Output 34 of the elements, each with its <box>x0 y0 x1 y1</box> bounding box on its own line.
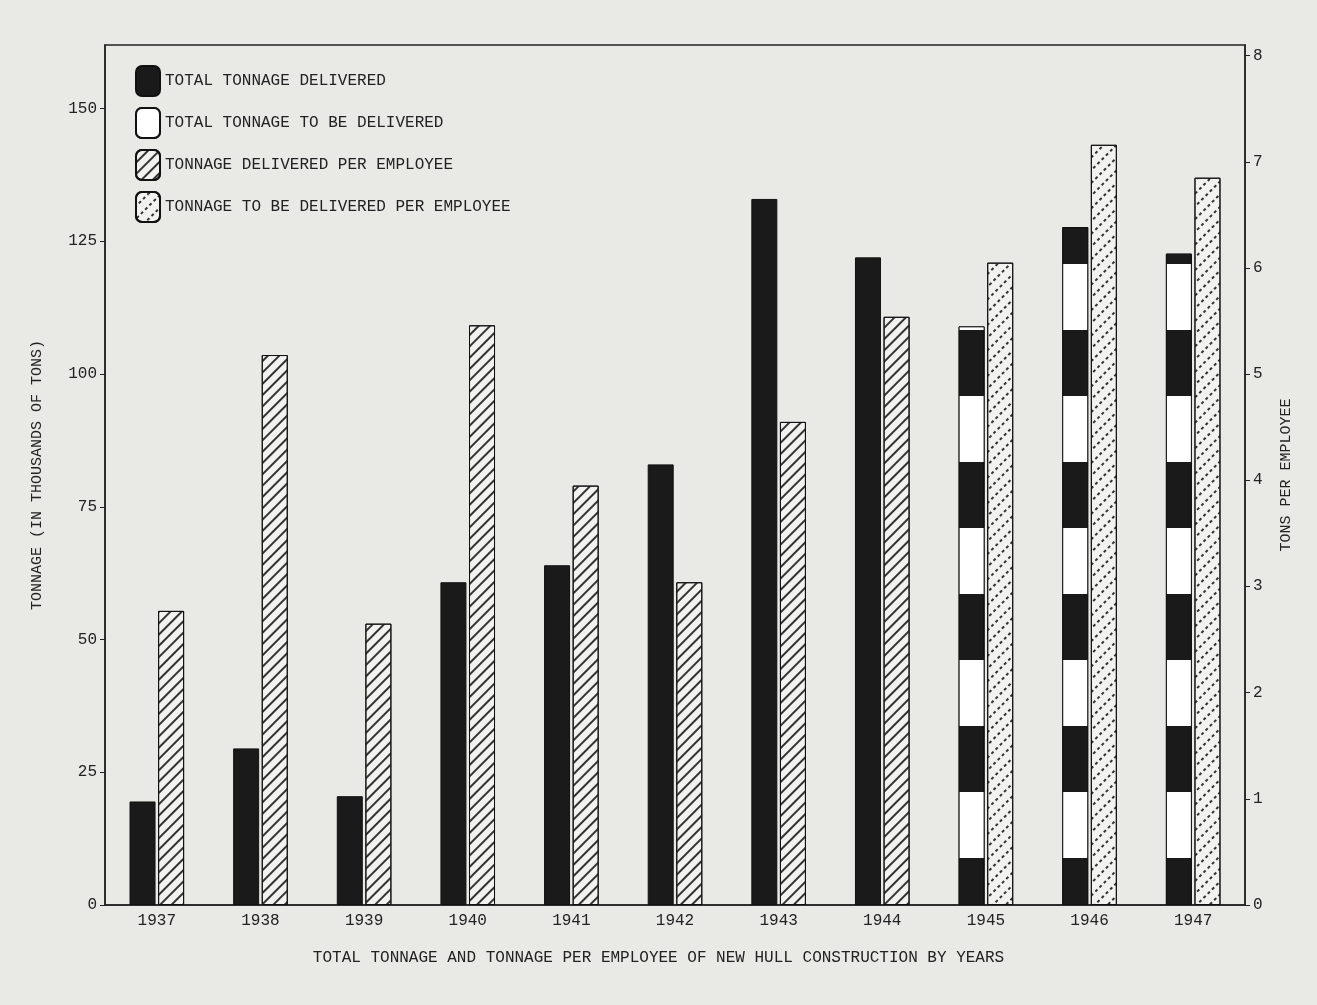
y2-tick-label: 6 <box>1253 258 1263 277</box>
text: TOTAL TONNAGE AND TONNAGE PER EMPLOYEE OF NEW HULL CONSTRUCTION BY YEARS <box>312 949 1005 967</box>
y-tick-label: 0 <box>87 896 97 914</box>
y2-tick-label: 4 <box>1253 471 1263 490</box>
y2-tick-label: 1 <box>1253 789 1263 808</box>
y2-tick-label: 2 <box>1253 683 1263 702</box>
y2-tick-label: 5 <box>1253 365 1263 384</box>
x-tick-label: 1937 <box>137 912 177 930</box>
y-tick-label: 75 <box>77 497 97 516</box>
y-tick-label: 25 <box>77 763 97 782</box>
x-tick-label: 1940 <box>448 912 487 930</box>
x-tick-label: 1939 <box>344 912 384 930</box>
y-tick-label: 125 <box>68 232 97 251</box>
legend-label: TOTAL TONNAGE TO BE DELIVERED <box>165 114 444 132</box>
y2-tick-label: 7 <box>1253 152 1263 171</box>
x-tick-label: 1938 <box>241 912 280 930</box>
y-tick-label: 150 <box>68 99 97 118</box>
x-tick-label: 1941 <box>552 912 591 930</box>
x-tick-label: 1944 <box>863 912 902 930</box>
y-tick-label: 50 <box>77 630 97 649</box>
legend-label: TONNAGE TO BE DELIVERED PER EMPLOYEE <box>165 198 511 216</box>
x-tick-label: 1945 <box>966 912 1006 930</box>
y-tick-label: 100 <box>68 365 97 384</box>
y2-tick-label: 8 <box>1253 46 1263 65</box>
x-tick-label: 1943 <box>759 912 798 930</box>
y2-tick-label: 3 <box>1253 577 1263 596</box>
y2-tick-label: 0 <box>1253 896 1263 914</box>
legend-label: TOTAL TONNAGE DELIVERED <box>165 72 386 90</box>
x-tick-label: 1947 <box>1173 912 1213 930</box>
x-tick-label: 1946 <box>1070 912 1109 930</box>
legend-label: TONNAGE DELIVERED PER EMPLOYEE <box>165 156 454 174</box>
y-axis-title: TONNAGE (IN THOUSANDS OF TONS) <box>29 339 46 611</box>
x-tick-label: 1942 <box>655 912 695 930</box>
y2-axis-title: TONS PER EMPLOYEE <box>1278 398 1295 552</box>
